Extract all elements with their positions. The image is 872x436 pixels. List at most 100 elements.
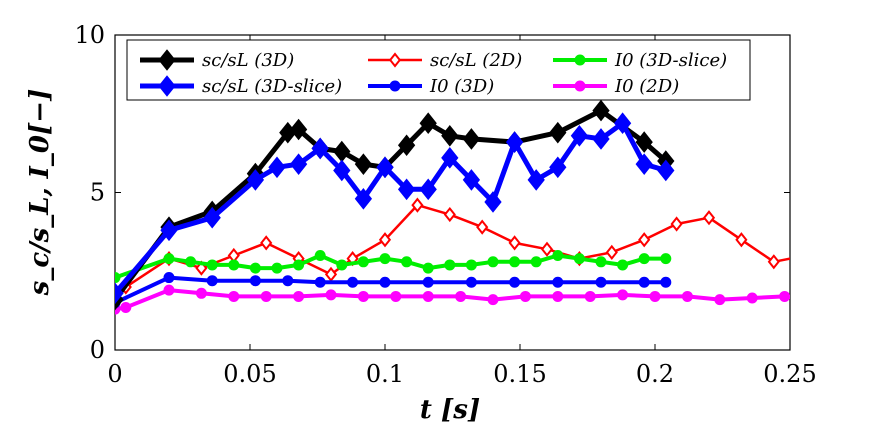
data-point (649, 290, 661, 302)
data-point (595, 276, 607, 288)
x-tick-label: 0.15 (493, 360, 546, 388)
data-point (289, 153, 308, 175)
legend-label: I0 (3D) (429, 76, 494, 97)
data-point (379, 253, 391, 265)
legend-label: sc/sL (3D) (202, 50, 294, 71)
data-point (268, 156, 286, 179)
data-point (376, 156, 394, 179)
data-point (379, 276, 391, 288)
data-point (357, 290, 369, 302)
data-point (702, 210, 716, 226)
data-point (441, 124, 459, 147)
data-point (354, 187, 373, 210)
data-point (203, 206, 221, 229)
data-point (487, 294, 499, 306)
data-point (333, 159, 351, 182)
data-point (347, 276, 359, 288)
data-point (260, 290, 272, 302)
data-point (336, 259, 348, 271)
x-tick-label: 0.25 (763, 360, 816, 388)
data-point (120, 301, 132, 313)
data-point (592, 99, 610, 122)
data-point (422, 262, 434, 274)
data-point (812, 295, 822, 305)
data-point (271, 262, 283, 274)
data-point (195, 260, 208, 276)
data-point (595, 256, 607, 268)
legend-label: I0 (2D) (614, 76, 679, 97)
data-point (249, 262, 261, 274)
data-point (206, 259, 218, 271)
legend-label: sc/sL (3D-slice) (202, 76, 342, 97)
legend-marker (574, 80, 586, 92)
data-point (476, 219, 489, 235)
legend-entry: sc/sL (2D) (368, 50, 522, 71)
data-point (681, 290, 693, 302)
data-point (508, 235, 521, 251)
legend-entry: sc/sL (3D) (140, 49, 294, 71)
data-point (397, 178, 416, 201)
legend-marker (158, 75, 176, 97)
data-point (465, 259, 477, 271)
data-point (779, 290, 790, 302)
data-point (552, 290, 564, 302)
legend-marker (389, 80, 401, 92)
legend-marker (158, 49, 176, 71)
data-point (617, 289, 629, 301)
legend-label: I0 (3D-slice) (614, 50, 727, 71)
data-point (509, 256, 521, 268)
data-point (462, 128, 481, 150)
data-point (390, 290, 402, 302)
data-point (293, 290, 305, 302)
data-point (638, 232, 651, 248)
data-point (249, 275, 261, 287)
data-point (419, 112, 437, 135)
y-tick-label: 5 (90, 179, 105, 207)
data-point (767, 254, 780, 270)
data-point (441, 147, 459, 169)
data-point (540, 241, 554, 257)
series-1 (115, 112, 675, 305)
y-tick-label: 0 (90, 336, 105, 364)
data-point (260, 235, 273, 251)
data-point (573, 253, 585, 265)
legend-entry: I0 (3D) (368, 76, 494, 97)
data-point (115, 272, 121, 284)
axis-ticks: 0 0.05 0.1 0.15 0.2 0.25 0 5 10 (74, 21, 816, 388)
legend-marker (388, 52, 402, 68)
data-point (617, 259, 629, 271)
data-point (552, 276, 564, 288)
data-point (801, 250, 811, 262)
data-point (422, 276, 434, 288)
data-point (325, 289, 337, 301)
data-point (484, 191, 502, 213)
legend-entry: sc/sL (3D-slice) (140, 75, 342, 97)
data-point (549, 156, 567, 179)
data-point (378, 232, 392, 248)
data-point (570, 124, 589, 147)
x-tick-label: 0 (107, 360, 122, 388)
data-point (746, 292, 758, 304)
data-point (638, 253, 650, 265)
data-point (293, 259, 305, 271)
data-point (505, 131, 524, 153)
data-point (314, 276, 326, 288)
data-point (527, 169, 545, 191)
data-point (401, 256, 413, 268)
data-point (714, 294, 726, 306)
data-point (422, 290, 434, 302)
data-point (289, 118, 308, 141)
data-point (115, 282, 124, 305)
data-point (455, 290, 467, 302)
data-point (592, 128, 610, 150)
data-point (397, 134, 416, 157)
data-point (411, 197, 424, 213)
data-point (163, 253, 175, 265)
data-point (552, 250, 564, 261)
data-point (228, 290, 240, 302)
legend-marker (574, 54, 586, 66)
x-axis-title: t [s] (420, 395, 480, 425)
data-point (354, 153, 373, 175)
data-point (282, 275, 294, 287)
legend-entry: I0 (2D) (553, 76, 679, 97)
